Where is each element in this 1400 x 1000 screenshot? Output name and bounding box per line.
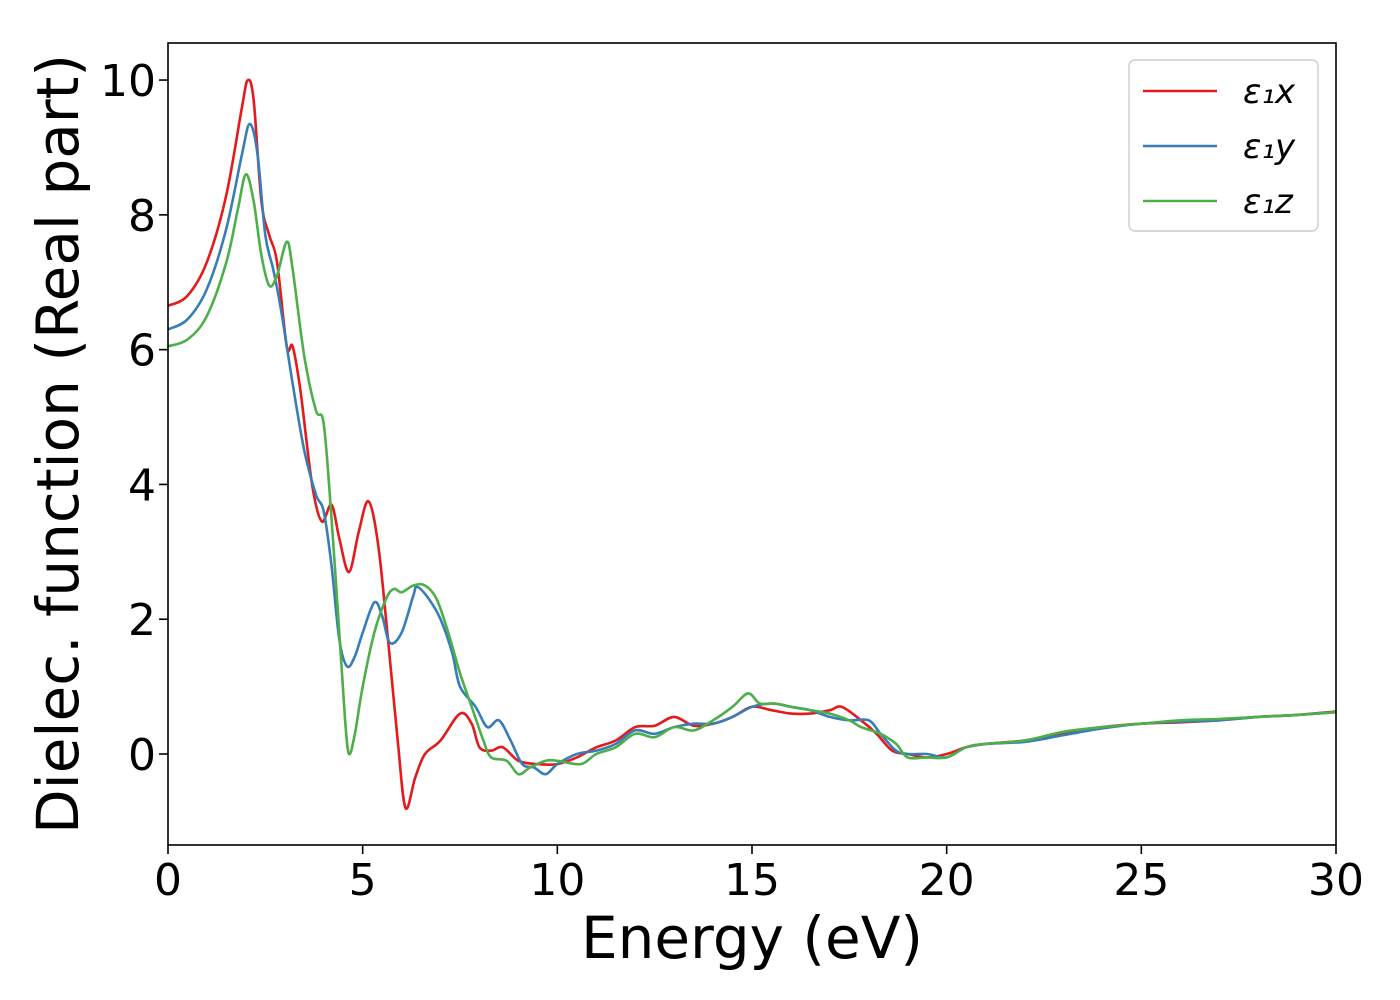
x-tick-label: 5 xyxy=(349,855,377,906)
x-axis: 0 5 10 15 20 25 30 xyxy=(154,845,1364,906)
legend-label-3: ε₁z xyxy=(1243,182,1294,222)
legend-label-1: ε₁x xyxy=(1243,72,1296,112)
x-tick-label: 15 xyxy=(724,855,780,906)
x-tick-label: 0 xyxy=(154,855,182,906)
x-axis-label: Energy (eV) xyxy=(581,904,923,972)
x-tick-label: 25 xyxy=(1113,855,1169,906)
x-tick-label: 10 xyxy=(529,855,585,906)
x-tick-label: 30 xyxy=(1308,855,1364,906)
y-axis: 0 2 4 6 8 10 xyxy=(100,56,168,781)
y-tick-label: 0 xyxy=(128,730,156,781)
y-tick-label: 6 xyxy=(128,326,156,377)
plot-area xyxy=(168,78,1336,811)
y-tick-label: 10 xyxy=(100,56,156,107)
legend-label-2: ε₁y xyxy=(1243,127,1296,167)
y-tick-label: 4 xyxy=(128,460,156,511)
plot-frame xyxy=(167,42,1337,846)
series-line-3 xyxy=(168,173,1336,776)
legend: ε₁x ε₁y ε₁z xyxy=(1128,59,1319,232)
y-axis-label: Dielec. function (Real part) xyxy=(24,54,92,834)
y-tick-label: 8 xyxy=(128,191,156,242)
legend-box xyxy=(1128,59,1319,232)
y-tick-label: 2 xyxy=(128,595,156,646)
x-tick-label: 20 xyxy=(919,855,975,906)
